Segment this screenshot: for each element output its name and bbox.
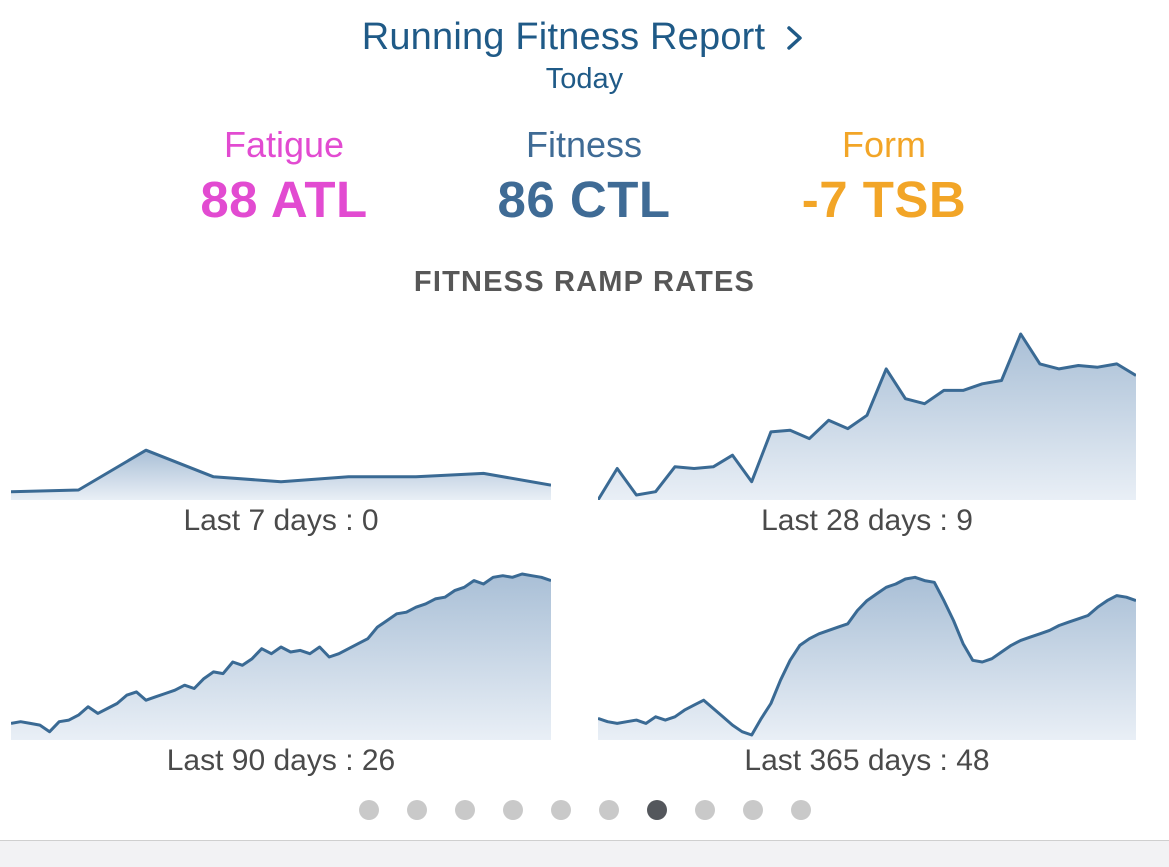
page-dot[interactable] <box>454 800 475 820</box>
metric-fitness: Fitness 86 CTL <box>434 124 734 229</box>
report-subtitle: Today <box>545 63 624 95</box>
chart-area-fill <box>11 450 551 500</box>
chart-series-line <box>598 575 1136 737</box>
report-header[interactable]: Running Fitness Report Today <box>0 16 1169 96</box>
metric-form-name: Form <box>842 124 926 165</box>
page-dot[interactable] <box>550 800 571 820</box>
chart-90-days <box>11 570 551 740</box>
chart-28-days <box>598 330 1136 500</box>
chart-svg <box>11 572 551 740</box>
chart-90-days-label: Last 90 days : 26 <box>166 744 396 777</box>
metric-form: Form -7 TSB <box>734 124 1034 229</box>
title-row[interactable]: Running Fitness Report <box>362 16 808 59</box>
page-dot[interactable] <box>790 800 811 820</box>
chart-series-line <box>598 332 1136 500</box>
chart-svg <box>598 575 1136 740</box>
page-dot[interactable] <box>694 800 715 820</box>
metric-form-value: -7 TSB <box>801 171 967 228</box>
metric-fatigue-value: 88 ATL <box>200 171 368 228</box>
report-title[interactable]: Running Fitness Report <box>361 16 766 58</box>
chevron-right-icon[interactable] <box>783 23 807 53</box>
metric-fatigue: Fatigue 88 ATL <box>134 124 434 229</box>
bottom-bar <box>0 840 1169 867</box>
chart-28-days-label: Last 28 days : 9 <box>761 504 973 537</box>
page-dot[interactable] <box>598 800 619 820</box>
chart-7-days <box>11 330 551 500</box>
page-dot[interactable] <box>406 800 427 820</box>
chart-series-line <box>11 572 551 734</box>
chart-svg <box>11 448 551 500</box>
page-indicator[interactable] <box>0 800 1169 820</box>
metric-fitness-name: Fitness <box>525 124 643 165</box>
chart-area-fill <box>598 577 1136 740</box>
metric-fitness-value: 86 CTL <box>497 171 671 228</box>
page-dot[interactable] <box>502 800 523 820</box>
chart-series-line <box>11 448 551 494</box>
section-title: FITNESS RAMP RATES <box>413 266 756 298</box>
chart-365-days-label: Last 365 days : 48 <box>744 744 990 777</box>
chart-svg <box>598 332 1136 500</box>
page-dot[interactable] <box>358 800 379 820</box>
chart-area-fill <box>11 574 551 740</box>
page-dot[interactable] <box>742 800 763 820</box>
chart-365-days <box>598 570 1136 740</box>
metric-fatigue-name: Fatigue <box>223 124 345 165</box>
chart-7-days-label: Last 7 days : 0 <box>183 504 379 537</box>
page-dot-active[interactable] <box>646 800 667 820</box>
